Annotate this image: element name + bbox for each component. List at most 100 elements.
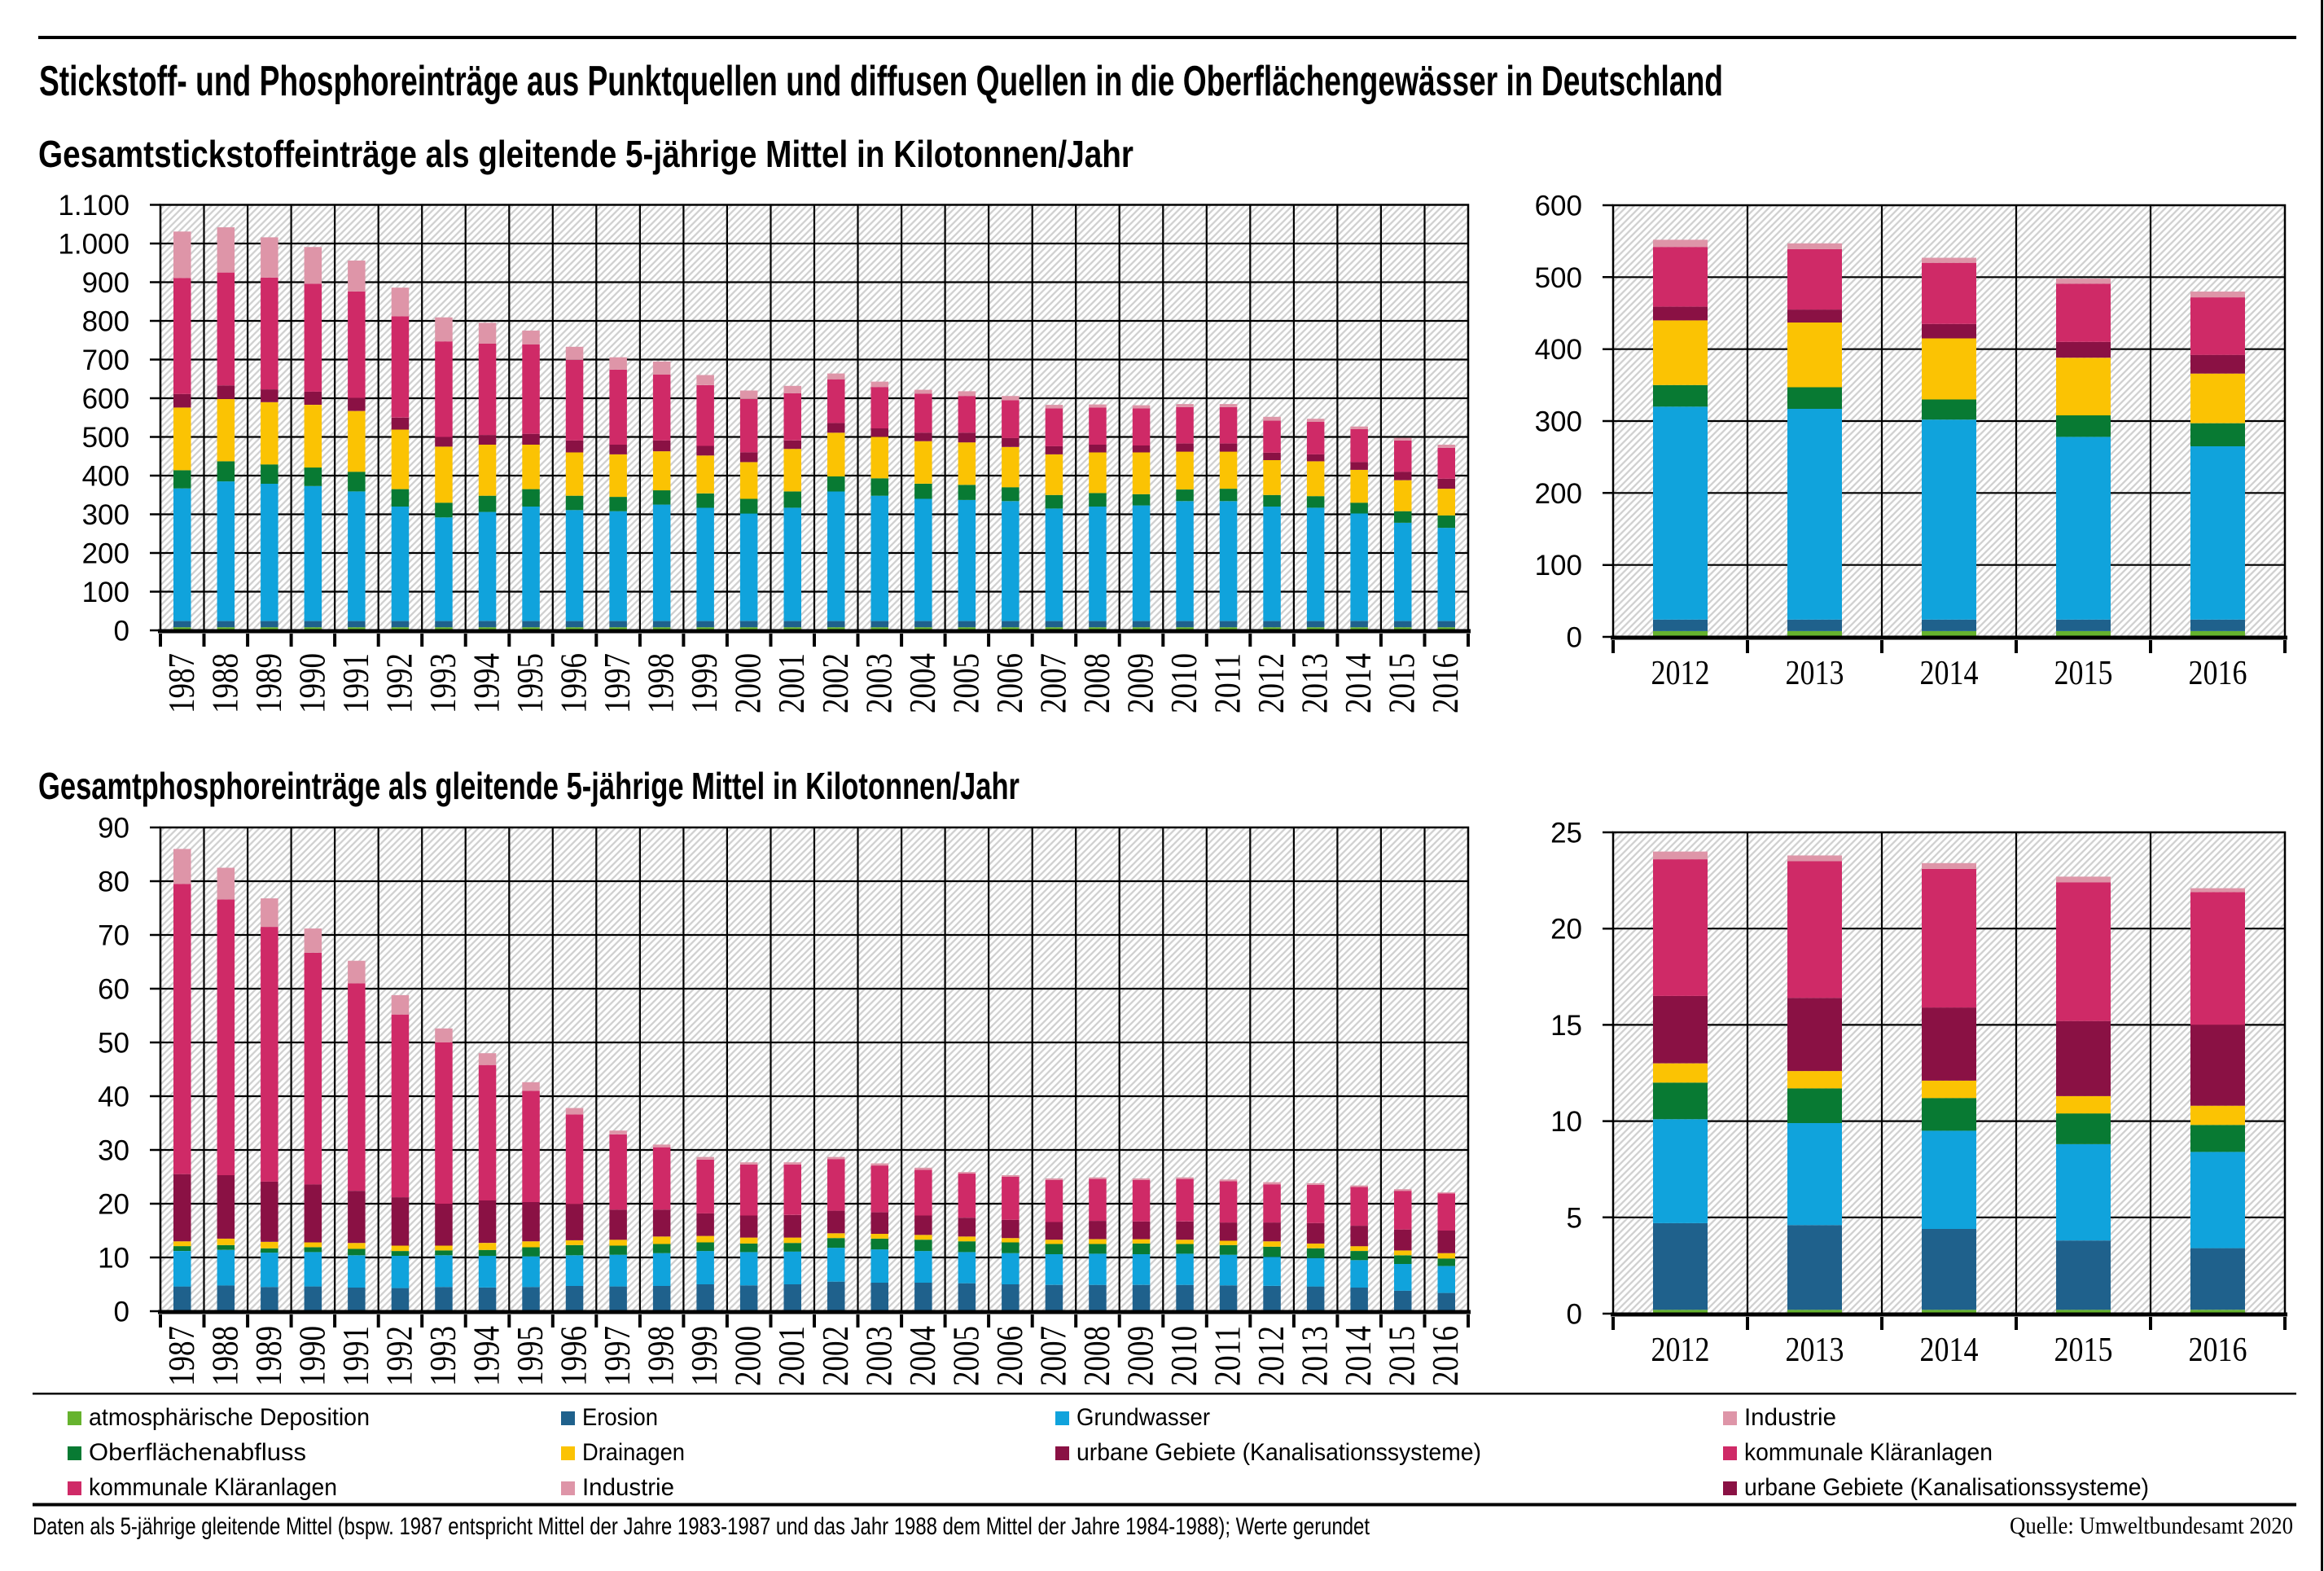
svg-text:300: 300 xyxy=(1535,406,1582,438)
svg-text:2003: 2003 xyxy=(857,653,899,713)
svg-text:2004: 2004 xyxy=(901,653,943,713)
svg-text:60: 60 xyxy=(98,974,129,1006)
svg-text:2012: 2012 xyxy=(1250,1326,1291,1386)
svg-text:Oberflächenabfluss: Oberflächenabfluss xyxy=(89,1439,306,1466)
svg-text:400: 400 xyxy=(1535,334,1582,366)
svg-text:2015: 2015 xyxy=(1381,653,1423,713)
svg-text:900: 900 xyxy=(82,267,129,299)
svg-text:1992: 1992 xyxy=(378,653,419,713)
svg-text:1987: 1987 xyxy=(160,1326,202,1386)
svg-text:500: 500 xyxy=(1535,262,1582,294)
svg-text:25: 25 xyxy=(1550,818,1582,849)
svg-text:10: 10 xyxy=(1550,1106,1582,1138)
svg-text:Industrie: Industrie xyxy=(582,1474,674,1501)
svg-text:2015: 2015 xyxy=(2054,1332,2113,1369)
svg-text:2011: 2011 xyxy=(1207,653,1248,713)
svg-text:0: 0 xyxy=(1567,1299,1582,1331)
svg-text:2004: 2004 xyxy=(901,1326,943,1386)
svg-text:1988: 1988 xyxy=(204,653,245,713)
svg-text:2011: 2011 xyxy=(1207,1326,1248,1386)
svg-text:100: 100 xyxy=(82,577,129,608)
svg-text:2012: 2012 xyxy=(1651,655,1710,692)
svg-text:1.000: 1.000 xyxy=(58,229,129,261)
svg-text:2014: 2014 xyxy=(1337,1326,1379,1386)
svg-text:2007: 2007 xyxy=(1032,1326,1073,1386)
svg-text:Erosion: Erosion xyxy=(582,1404,658,1431)
svg-text:1994: 1994 xyxy=(466,1326,507,1386)
svg-text:2012: 2012 xyxy=(1651,1332,1710,1369)
svg-text:70: 70 xyxy=(98,920,129,952)
svg-text:Gesamtstickstoffeinträge als g: Gesamtstickstoffeinträge als gleitende 5… xyxy=(38,133,1133,175)
svg-text:2012: 2012 xyxy=(1250,653,1291,713)
svg-text:1987: 1987 xyxy=(160,653,202,713)
svg-text:Gesamtphosphoreinträge als gle: Gesamtphosphoreinträge als gleitende 5-j… xyxy=(38,765,1019,807)
svg-text:2015: 2015 xyxy=(1381,1326,1423,1386)
svg-text:2016: 2016 xyxy=(1424,1326,1466,1386)
svg-text:2014: 2014 xyxy=(1920,1332,1979,1369)
svg-text:Stickstoff- und Phosphoreinträ: Stickstoff- und Phosphoreinträge aus Pun… xyxy=(39,58,1723,105)
svg-text:100: 100 xyxy=(1535,550,1582,581)
svg-text:1992: 1992 xyxy=(378,1326,419,1386)
svg-text:2015: 2015 xyxy=(2054,655,2113,692)
svg-text:1998: 1998 xyxy=(640,653,682,713)
svg-text:2000: 2000 xyxy=(727,653,769,713)
svg-text:2013: 2013 xyxy=(1786,1332,1844,1369)
svg-text:20: 20 xyxy=(1550,914,1582,946)
svg-text:1998: 1998 xyxy=(640,1326,682,1386)
svg-text:2008: 2008 xyxy=(1076,653,1117,713)
svg-text:15: 15 xyxy=(1550,1010,1582,1042)
svg-text:200: 200 xyxy=(1535,478,1582,510)
svg-text:1995: 1995 xyxy=(509,1326,550,1386)
svg-text:0: 0 xyxy=(1567,622,1582,654)
svg-text:1990: 1990 xyxy=(291,653,332,713)
svg-text:2005: 2005 xyxy=(945,653,986,713)
svg-text:2006: 2006 xyxy=(989,1326,1030,1386)
svg-text:2013: 2013 xyxy=(1786,655,1844,692)
svg-text:2016: 2016 xyxy=(2189,655,2247,692)
svg-text:2016: 2016 xyxy=(1424,653,1466,713)
svg-text:600: 600 xyxy=(82,384,129,415)
svg-text:2009: 2009 xyxy=(1120,653,1161,713)
svg-text:5: 5 xyxy=(1567,1202,1582,1234)
svg-text:1996: 1996 xyxy=(553,1326,594,1386)
svg-text:2001: 2001 xyxy=(770,653,812,713)
svg-text:Quelle: Umweltbundesamt 2020: Quelle: Umweltbundesamt 2020 xyxy=(2010,1512,2293,1539)
svg-text:2013: 2013 xyxy=(1294,653,1335,713)
svg-text:2009: 2009 xyxy=(1120,1326,1161,1386)
svg-text:1996: 1996 xyxy=(553,653,594,713)
svg-text:1997: 1997 xyxy=(596,653,638,713)
svg-text:1991: 1991 xyxy=(335,653,376,713)
svg-text:1993: 1993 xyxy=(422,1326,463,1386)
svg-text:2014: 2014 xyxy=(1337,653,1379,713)
svg-text:urbane Gebiete (Kanalisationss: urbane Gebiete (Kanalisationssysteme) xyxy=(1076,1439,1481,1466)
svg-text:600: 600 xyxy=(1535,191,1582,222)
svg-text:urbane Gebiete (Kanalisationss: urbane Gebiete (Kanalisationssysteme) xyxy=(1744,1474,2149,1501)
svg-text:kommunale Kläranlagen: kommunale Kläranlagen xyxy=(89,1474,337,1501)
svg-text:1.100: 1.100 xyxy=(58,190,129,222)
svg-text:2008: 2008 xyxy=(1076,1326,1117,1386)
svg-text:1993: 1993 xyxy=(422,653,463,713)
svg-text:40: 40 xyxy=(98,1082,129,1113)
svg-text:90: 90 xyxy=(98,813,129,845)
svg-text:1989: 1989 xyxy=(248,653,289,713)
svg-text:2016: 2016 xyxy=(2189,1332,2247,1369)
svg-text:2013: 2013 xyxy=(1294,1326,1335,1386)
svg-text:1990: 1990 xyxy=(291,1326,332,1386)
svg-text:1989: 1989 xyxy=(248,1326,289,1386)
svg-text:10: 10 xyxy=(98,1243,129,1275)
svg-text:1988: 1988 xyxy=(204,1326,245,1386)
svg-text:20: 20 xyxy=(98,1189,129,1221)
svg-text:Grundwasser: Grundwasser xyxy=(1076,1404,1210,1431)
svg-text:Drainagen: Drainagen xyxy=(582,1439,685,1466)
svg-text:1999: 1999 xyxy=(683,1326,725,1386)
svg-text:800: 800 xyxy=(82,306,129,338)
svg-text:1995: 1995 xyxy=(509,653,550,713)
svg-text:2001: 2001 xyxy=(770,1326,812,1386)
svg-text:2002: 2002 xyxy=(814,1326,856,1386)
svg-text:300: 300 xyxy=(82,499,129,531)
svg-text:1997: 1997 xyxy=(596,1326,638,1386)
svg-text:1994: 1994 xyxy=(466,653,507,713)
svg-text:80: 80 xyxy=(98,867,129,898)
svg-text:700: 700 xyxy=(82,344,129,376)
svg-text:2007: 2007 xyxy=(1032,653,1073,713)
